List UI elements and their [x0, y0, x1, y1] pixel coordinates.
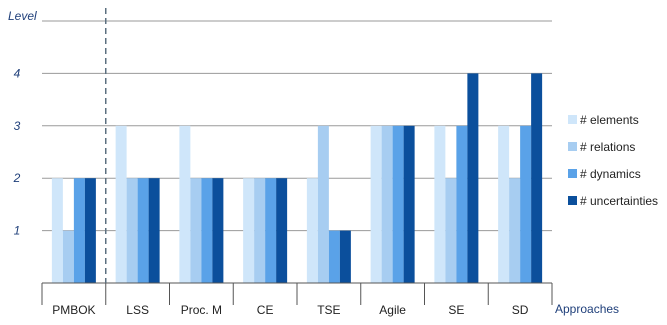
bar-lss-series-4: [148, 178, 160, 283]
bar-sd-series-2: [509, 178, 521, 283]
bar-sd-series-4: [531, 73, 543, 284]
bar-agile-series-2: [381, 125, 393, 283]
legend: # elements # relations # dynamics # uncerta…: [568, 113, 658, 208]
bar-lss-series-1: [115, 125, 127, 283]
x-tick-label: Agile: [379, 303, 406, 317]
bar-pmbok-series-2: [62, 230, 74, 283]
bar-ce-series-4: [276, 178, 288, 283]
legend-swatch: [568, 142, 577, 151]
y-tick-label: 3: [14, 119, 21, 133]
x-tick-label: LSS: [126, 303, 149, 317]
bar-se-series-4: [467, 73, 479, 284]
bar-ce-series-3: [265, 178, 277, 283]
bar-proc-m-series-1: [179, 125, 191, 283]
bar-pmbok-series-4: [84, 178, 96, 283]
bar-agile-series-1: [370, 125, 382, 283]
bar-lss-series-3: [137, 178, 149, 283]
y-tick-label: 1: [14, 224, 21, 238]
bar-ce-series-1: [243, 178, 255, 283]
x-tick-label: PMBOK: [52, 303, 95, 317]
bar-tse-series-1: [306, 178, 318, 283]
bar-agile-series-4: [403, 125, 415, 283]
bar-proc-m-series-3: [201, 178, 213, 283]
legend-label: # uncertainties: [580, 194, 658, 208]
bar-tse-series-2: [317, 125, 329, 283]
bar-sd-series-3: [520, 125, 532, 283]
bar-se-series-1: [434, 125, 446, 283]
legend-label: # elements: [580, 113, 639, 127]
bar-proc-m-series-2: [190, 178, 202, 283]
bar-pmbok-series-1: [51, 178, 63, 283]
y-axis-title: Level: [8, 9, 37, 23]
bar-tse-series-4: [339, 230, 351, 283]
legend-swatch: [568, 196, 577, 205]
bar-tse-series-3: [328, 230, 340, 283]
y-tick-label: 2: [13, 171, 21, 185]
bar-agile-series-3: [392, 125, 404, 283]
bars: [51, 73, 543, 284]
x-tick-label: TSE: [317, 303, 340, 317]
bar-pmbok-series-3: [73, 178, 85, 283]
x-tick-label: CE: [257, 303, 274, 317]
y-tick-label: 4: [14, 66, 21, 80]
bar-proc-m-series-4: [212, 178, 224, 283]
bar-se-series-3: [456, 125, 468, 283]
legend-label: # relations: [580, 140, 635, 154]
axes: 1 2 3 4 PMBOK LSS Proc. M CE TSE Agile SE SD: [13, 8, 553, 317]
bar-sd-series-1: [498, 125, 510, 283]
bar-se-series-2: [445, 178, 457, 283]
legend-swatch: [568, 169, 577, 178]
bar-lss-series-2: [126, 178, 138, 283]
x-tick-label: SD: [512, 303, 529, 317]
bar-ce-series-2: [254, 178, 266, 283]
x-axis-title: Approaches: [555, 302, 619, 316]
x-tick-label: Proc. M: [181, 303, 222, 317]
x-tick-label: SE: [448, 303, 464, 317]
legend-swatch: [568, 115, 577, 124]
legend-label: # dynamics: [580, 167, 641, 181]
